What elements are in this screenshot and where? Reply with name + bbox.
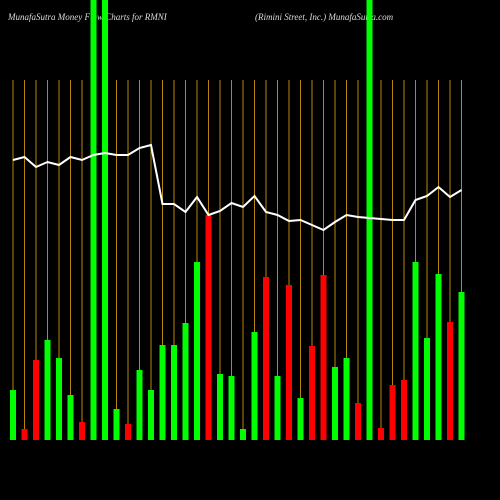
bar [56, 358, 62, 440]
bar [320, 275, 327, 440]
bar [366, 0, 373, 440]
bar [343, 358, 350, 440]
bar [228, 376, 235, 440]
bar [412, 262, 419, 440]
chart-subtitle: (Rimini Street, Inc.) MunafaSutra.com [255, 12, 394, 22]
bar [286, 285, 292, 440]
bar [251, 332, 258, 440]
bar [274, 376, 281, 440]
bar [389, 385, 396, 440]
bar [458, 292, 465, 440]
bar [424, 338, 430, 440]
bar [378, 428, 384, 440]
bar [263, 277, 269, 440]
bar [401, 380, 407, 440]
line [12, 143, 463, 232]
bar [182, 323, 189, 440]
bar [217, 374, 223, 440]
bar [240, 429, 246, 440]
bar [125, 424, 131, 440]
bar [159, 345, 166, 440]
bar [435, 274, 442, 440]
bar [355, 403, 361, 440]
bar [113, 409, 120, 440]
bar [33, 360, 39, 440]
bar [67, 395, 74, 440]
bar [447, 322, 453, 440]
bar [79, 422, 85, 440]
bar [148, 390, 154, 440]
bar [194, 262, 200, 440]
bar [171, 345, 177, 440]
bar [332, 367, 338, 440]
bar [102, 0, 108, 440]
bar [44, 340, 51, 440]
bar [10, 390, 16, 440]
bar [21, 429, 28, 440]
bar [136, 370, 143, 440]
chart-title: MunafaSutra Money Flow Charts for RMNI [7, 12, 168, 22]
bar [297, 398, 304, 440]
bar [90, 0, 97, 440]
bar [309, 346, 315, 440]
bar [205, 215, 212, 440]
